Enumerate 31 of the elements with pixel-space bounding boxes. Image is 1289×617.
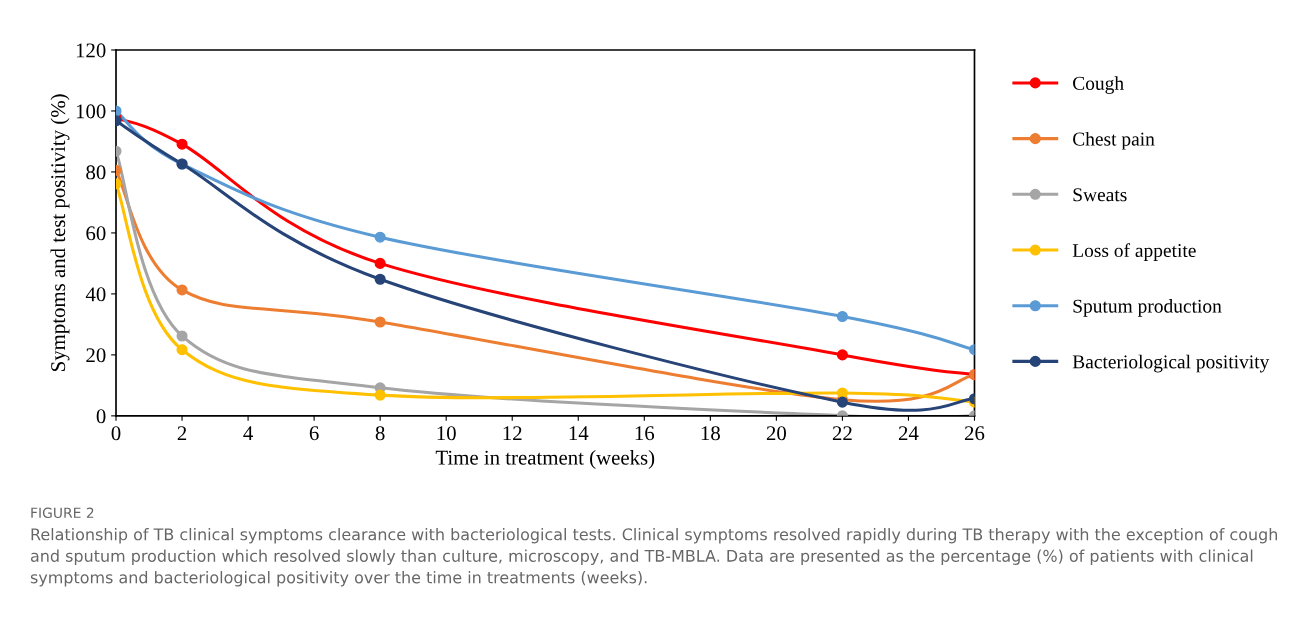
y-tick-label: 0 [96,409,106,424]
x-tick-label: 18 [701,426,720,441]
x-tick-label: 16 [635,426,655,441]
y-tick-label: 120 [76,43,106,58]
x-tick-label: 26 [964,426,985,441]
x-tick-label: 12 [503,426,522,441]
x-tick-label: 6 [309,426,319,441]
legend-label: Chest pain [1073,131,1155,150]
legend-label: Bacteriological positivity [1072,354,1270,373]
caption: FIGURE 2 [31,507,94,519]
x-tick-label: 20 [766,426,786,441]
text: Relationship of TB clinical symptoms clearance with bacteriological tests. Clinical symptoms resolved rapidly during TB therapy with the exception of cough and sputum production which resolved slowly than culture, microscopy, and TB-MBLA. Data are presented as the percentage (%) of patients with clinical symptoms and bacteriological positivity over the time in treatments (weeks). [30,528,1278,587]
y-tick-label: 80 [86,165,106,180]
legend-label: Cough [1073,76,1124,94]
legend-label: Sweats [1073,188,1127,202]
x-tick-label: 14 [569,426,589,441]
y-tick-label: 60 [86,226,106,241]
y-tick-label: 20 [86,348,106,363]
legend-label: Loss of appetite [1072,243,1196,262]
x-tick-label: 0 [111,426,121,441]
y-axis-title: Symptoms and test positivity (%) [50,94,70,371]
x-tick-label: 22 [832,426,852,441]
y-tick-label: 100 [76,104,106,119]
y-tick-label: 40 [85,287,106,302]
x-tick-label: 4 [243,426,253,441]
x-tick-label: 2 [177,426,187,441]
x-tick-label: 8 [375,426,385,441]
x-tick-label: 24 [898,426,919,441]
x-axis-title: Time in treatment (weeks) [435,450,655,469]
x-tick-label: 10 [437,426,456,441]
legend-label: Sputum production [1073,299,1222,317]
